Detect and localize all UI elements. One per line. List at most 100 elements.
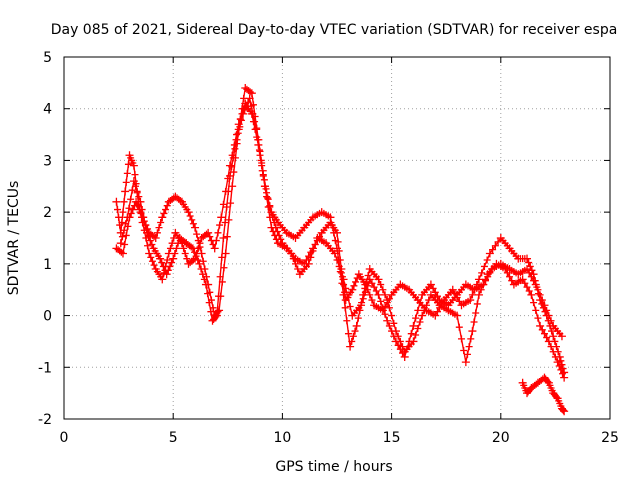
data-point-interp — [168, 239, 176, 247]
data-point-interp — [228, 163, 236, 171]
data-point — [339, 290, 348, 299]
data-point-interp — [190, 248, 198, 256]
data-point — [156, 254, 165, 263]
data-point-interp — [172, 244, 180, 252]
data-point-interp — [199, 270, 207, 278]
data-point — [188, 244, 197, 253]
data-point-interp — [468, 291, 476, 299]
data-point-interp — [483, 256, 491, 264]
data-point-interp — [168, 259, 176, 267]
data-point — [448, 285, 457, 294]
data-point-interp — [221, 218, 229, 226]
data-point-interp — [147, 253, 155, 261]
chart-title: Day 085 of 2021, Sidereal Day-to-day VTE… — [51, 22, 618, 38]
data-point-interp — [257, 156, 265, 164]
data-point — [544, 337, 553, 346]
y-tick-label: 0 — [43, 309, 52, 325]
data-point-interp — [205, 299, 213, 307]
data-point-interp — [223, 203, 231, 211]
data-point-interp — [129, 206, 137, 214]
data-point — [357, 301, 366, 310]
data-point-interp — [416, 299, 424, 307]
y-tick-label: -1 — [38, 360, 52, 376]
data-point-interp — [153, 229, 161, 237]
data-point-interp — [457, 335, 465, 343]
data-point-interp — [294, 265, 302, 273]
data-point — [121, 187, 130, 196]
data-point-interp — [229, 154, 237, 162]
data-point-interp — [163, 202, 171, 210]
data-point-interp — [465, 343, 473, 351]
y-tick-label: -2 — [38, 412, 52, 428]
data-point-interp — [212, 237, 220, 245]
data-point-interp — [379, 304, 387, 312]
data-point-interp — [368, 296, 376, 304]
data-point — [191, 223, 200, 232]
data-point-interp — [158, 259, 166, 267]
data-point-interp — [423, 301, 431, 309]
data-point-interp — [193, 230, 201, 238]
data-point-interp — [368, 279, 376, 287]
data-point-interp — [189, 220, 197, 228]
series-track-D — [518, 373, 569, 416]
data-point-interp — [216, 221, 224, 229]
data-point-interp — [119, 208, 127, 216]
data-point-interp — [247, 102, 255, 110]
data-point-interp — [527, 273, 535, 281]
data-point-interp — [364, 282, 372, 290]
data-point-interp — [133, 187, 141, 195]
data-point-interp — [354, 314, 362, 322]
data-point-interp — [328, 221, 336, 229]
data-point-interp — [366, 291, 374, 299]
data-point — [374, 275, 383, 284]
data-point — [536, 321, 545, 330]
data-point-interp — [506, 273, 514, 281]
data-point-interp — [361, 288, 369, 296]
data-point — [333, 244, 341, 253]
data-point-interp — [275, 231, 283, 239]
data-point-interp — [122, 220, 130, 228]
data-point-interp — [534, 286, 542, 294]
data-point-interp — [381, 291, 389, 299]
data-point-interp — [331, 237, 339, 245]
data-point-interp — [557, 366, 565, 374]
data-point-interp — [388, 327, 396, 335]
data-point-interp — [125, 204, 133, 212]
x-tick-label: 5 — [169, 430, 178, 446]
data-point-interp — [214, 229, 222, 237]
data-point-interp — [231, 145, 239, 153]
data-point-interp — [344, 293, 352, 301]
data-point — [374, 290, 383, 299]
data-point-interp — [394, 341, 402, 349]
data-point-interp — [412, 314, 420, 322]
data-point — [339, 275, 348, 284]
data-point-interp — [187, 243, 195, 251]
data-point-interp — [145, 233, 153, 241]
data-point — [330, 249, 339, 258]
data-point-interp — [414, 325, 422, 332]
data-point-interp — [277, 235, 285, 243]
data-point — [549, 332, 558, 341]
data-point-interp — [120, 198, 128, 206]
data-point — [409, 321, 418, 330]
data-point — [553, 358, 562, 367]
data-point-interp — [557, 357, 565, 365]
data-point — [210, 244, 219, 253]
data-point-interp — [403, 345, 411, 353]
data-point-interp — [224, 187, 232, 195]
data-point — [195, 259, 204, 268]
data-point-interp — [215, 292, 223, 300]
data-point-interp — [251, 118, 259, 126]
data-point-interp — [218, 253, 226, 261]
data-point — [468, 327, 477, 336]
data-point-interp — [525, 259, 533, 267]
axis-ticks: 0 5 10 15 20 25 -2 -1 0 1 2 3 4 5 — [38, 50, 619, 446]
data-point-interp — [416, 318, 424, 326]
data-point-interp — [150, 261, 158, 269]
data-point-interp — [237, 116, 245, 124]
data-point — [560, 407, 569, 416]
data-point-interp — [472, 309, 480, 317]
data-point-interp — [342, 284, 350, 292]
data-point-interp — [241, 106, 249, 114]
data-point-interp — [311, 240, 319, 248]
